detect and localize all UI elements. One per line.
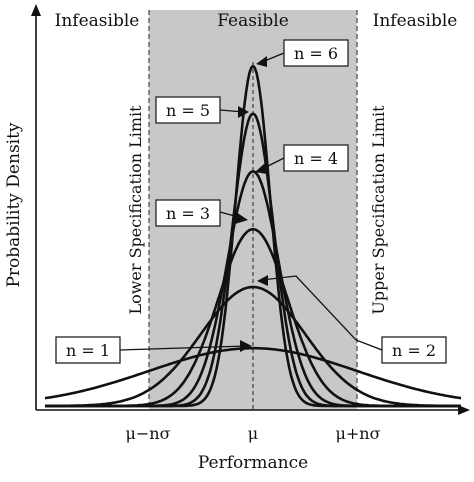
annotation-n2: n = 2: [261, 275, 447, 364]
x-tick-label-mean: μ: [248, 424, 258, 443]
annotation-box-n6: [283, 39, 349, 67]
upper-spec-limit-label: Upper Specification Limit: [369, 105, 388, 315]
annotation-n3: n = 3: [155, 199, 243, 227]
annotation-label-n4: n = 4: [294, 149, 338, 168]
curve-n1: [44, 346, 462, 400]
x-axis-arrowhead: [458, 405, 470, 415]
x-tick-label-upper: μ+nσ: [335, 424, 380, 443]
x-axis-label: Performance: [198, 453, 308, 473]
annotation-box-n5: [155, 96, 221, 124]
arrowhead-n4: [255, 163, 267, 174]
arrowhead-n5: [238, 106, 249, 118]
region-label-right: Infeasible: [373, 11, 458, 31]
annotation-label-n6: n = 6: [294, 44, 338, 63]
annotation-label-n1: n = 1: [66, 341, 110, 360]
lower-spec-limit-label: Lower Specification Limit: [126, 105, 145, 315]
arrowhead-n3: [235, 212, 248, 224]
arrowhead-n2: [257, 275, 268, 286]
annotation-box-n4: [283, 144, 349, 172]
annotation-label-n2: n = 2: [392, 341, 436, 360]
annotation-n5: n = 5: [155, 96, 245, 124]
arrowhead-n1: [240, 340, 252, 352]
arrowhead-n6: [256, 56, 267, 67]
curve-n6: [45, 64, 461, 408]
annotation-n6: n = 6: [261, 39, 349, 67]
region-label-center: Feasible: [217, 11, 289, 31]
annotation-label-n3: n = 3: [166, 204, 210, 223]
y-axis-arrowhead: [31, 4, 41, 16]
annotation-box-n1: [55, 336, 121, 364]
annotation-box-n3: [155, 199, 221, 227]
curve-n2: [45, 285, 461, 408]
annotation-n1: n = 1: [55, 336, 247, 364]
y-axis-label: Probability Density: [4, 122, 24, 287]
region-label-left: Infeasible: [55, 11, 140, 31]
curves-group: [44, 64, 462, 408]
annotation-label-n5: n = 5: [166, 101, 210, 120]
arrowheads-group: [235, 56, 268, 352]
annotation-box-n2: [381, 336, 447, 364]
x-tick-label-lower: μ−nσ: [125, 424, 170, 443]
annotations-group: n = 6 n = 5 n = 4 n = 3 n = 2: [55, 39, 447, 364]
